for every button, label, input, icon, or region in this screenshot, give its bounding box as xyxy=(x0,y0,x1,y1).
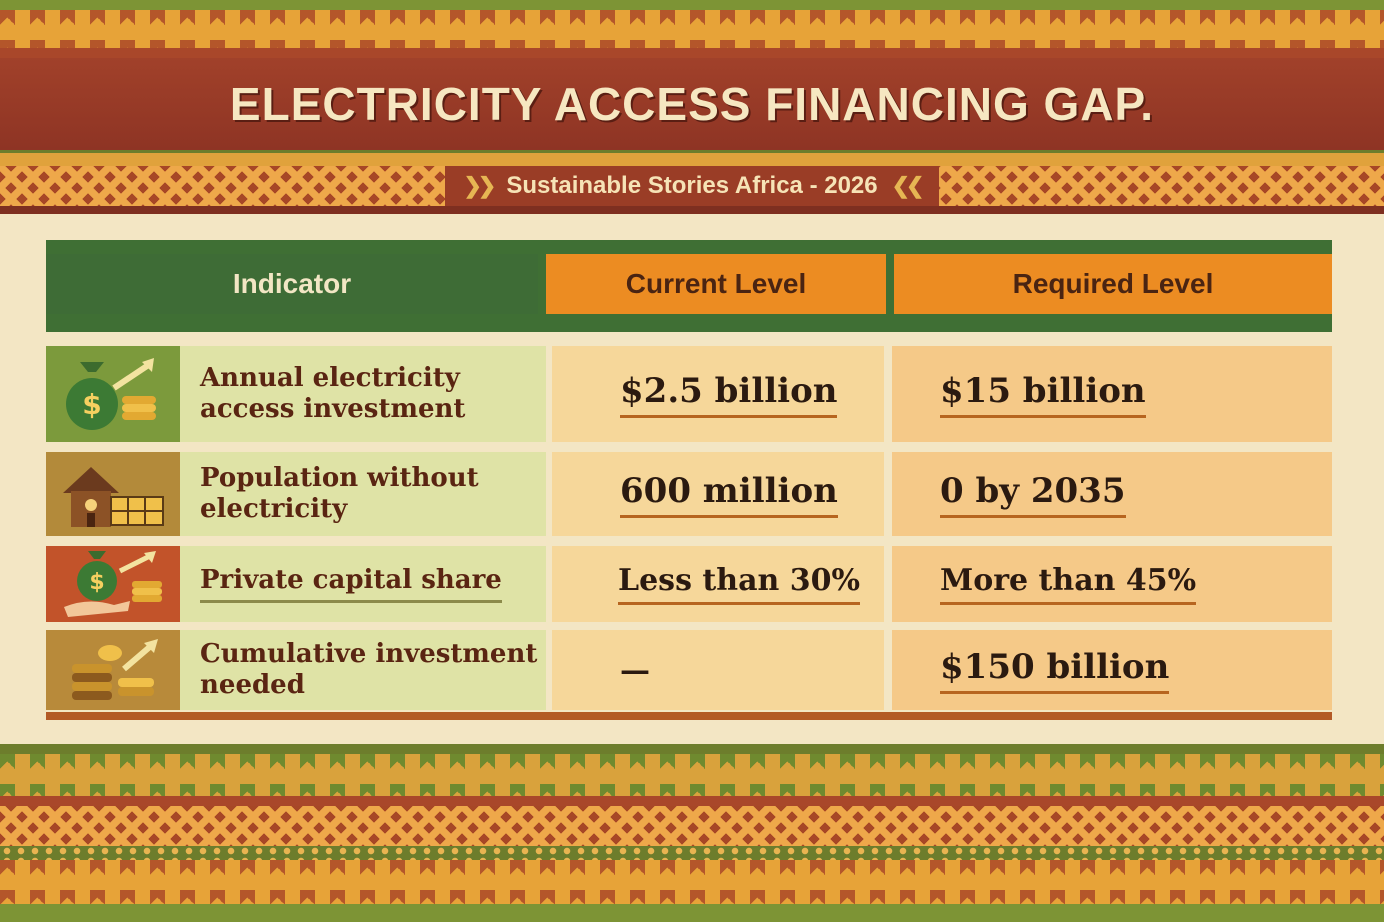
top-zigzag-border xyxy=(0,10,1384,48)
subtitle-band: ❯❯ Sustainable Stories Africa - 2026 ❮❮ xyxy=(0,166,1384,206)
bottom-edge-stripe xyxy=(0,904,1384,922)
bottom-green-stripe xyxy=(0,744,1384,754)
money-bag-growth-icon: $ xyxy=(46,346,180,442)
indicator-label: Annual electricity access investment xyxy=(180,346,546,442)
column-header-required-level: Required Level xyxy=(894,254,1332,314)
required-value: $150 billion xyxy=(892,630,1332,710)
required-value: $15 billion xyxy=(892,346,1332,442)
coin-stacks-growth-icon xyxy=(46,630,180,710)
current-value: — xyxy=(552,630,884,710)
table-row: $ Private capital share Less than 30% Mo… xyxy=(46,546,1332,622)
table-row: $ Annual electricity access investment $… xyxy=(46,346,1332,442)
subtitle-plate: ❯❯ Sustainable Stories Africa - 2026 ❮❮ xyxy=(445,166,939,206)
column-header-indicator: Indicator xyxy=(46,254,538,314)
column-header-current-level: Current Level xyxy=(546,254,886,314)
bottom-dotted-border xyxy=(0,846,1384,860)
hand-money-bag-icon: $ xyxy=(46,546,180,622)
subtitle-lower-stripe xyxy=(0,206,1384,214)
svg-text:$: $ xyxy=(82,388,101,421)
title-band: ELECTRICITY ACCESS FINANCING GAP. xyxy=(0,58,1384,150)
indicator-label: Population without electricity xyxy=(180,452,546,536)
indicator-label: Cumulative investment needed xyxy=(180,630,546,710)
chevron-left-icon: ❮❮ xyxy=(891,173,925,198)
required-value: More than 45% xyxy=(892,546,1332,622)
current-value: Less than 30% xyxy=(552,546,884,622)
current-value: 600 million xyxy=(552,452,884,536)
bottom-diamond-border xyxy=(0,806,1384,846)
top-red-stripe xyxy=(0,48,1384,58)
financing-gap-table: Indicator Current Level Required Level $… xyxy=(46,240,1332,722)
page-title: ELECTRICITY ACCESS FINANCING GAP. xyxy=(229,78,1155,130)
table-header: Indicator Current Level Required Level xyxy=(46,240,1332,332)
top-green-stripe xyxy=(0,0,1384,10)
svg-text:$: $ xyxy=(89,570,104,595)
indicator-label: Private capital share xyxy=(180,546,546,622)
bottom-zigzag-border-2 xyxy=(0,860,1384,904)
bottom-red-stripe xyxy=(0,796,1384,806)
house-solar-panel-icon xyxy=(46,452,180,536)
subtitle: Sustainable Stories Africa - 2026 xyxy=(506,172,878,199)
required-value: 0 by 2035 xyxy=(892,452,1332,536)
table-row: Population without electricity 600 milli… xyxy=(46,452,1332,536)
table-bottom-rule xyxy=(46,712,1332,720)
bottom-zigzag-border xyxy=(0,754,1384,796)
current-value: $2.5 billion xyxy=(552,346,884,442)
chevron-right-icon: ❯❯ xyxy=(463,173,496,198)
title-lower-stripe xyxy=(0,150,1384,166)
table-row: Cumulative investment needed — $150 bill… xyxy=(46,630,1332,710)
